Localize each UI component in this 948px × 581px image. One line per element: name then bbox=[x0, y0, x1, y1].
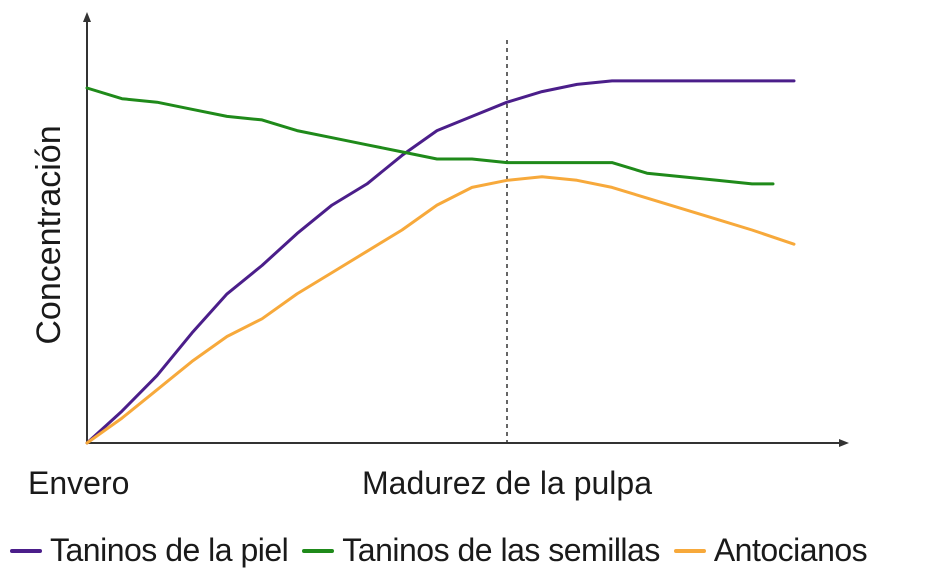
x-axis-arrow bbox=[839, 439, 849, 447]
x-tick-label: Madurez de la pulpa bbox=[362, 465, 652, 501]
legend-item-3: Antocianos bbox=[674, 532, 867, 569]
line-chart: Envero Madurez de la pulpa Concentración bbox=[0, 0, 948, 581]
series-layer bbox=[87, 81, 794, 443]
x-tick-labels: Envero Madurez de la pulpa bbox=[28, 465, 652, 501]
axes bbox=[83, 12, 849, 447]
y-axis-label: Concentración bbox=[30, 125, 68, 344]
legend-item-1: Taninos de la piel bbox=[10, 532, 288, 569]
legend-swatch bbox=[302, 549, 334, 553]
x-tick-label: Envero bbox=[28, 465, 129, 501]
legend-label: Taninos de las semillas bbox=[342, 532, 660, 569]
series-line-3 bbox=[87, 177, 794, 443]
y-axis-arrow bbox=[83, 12, 91, 22]
legend-item-2: Taninos de las semillas bbox=[302, 532, 660, 569]
legend-label: Antocianos bbox=[714, 532, 867, 569]
legend-label: Taninos de la piel bbox=[50, 532, 288, 569]
series-line-1 bbox=[87, 81, 794, 443]
legend: Taninos de la piel Taninos de las semilla… bbox=[10, 532, 881, 569]
legend-swatch bbox=[674, 549, 706, 553]
legend-swatch bbox=[10, 549, 42, 553]
